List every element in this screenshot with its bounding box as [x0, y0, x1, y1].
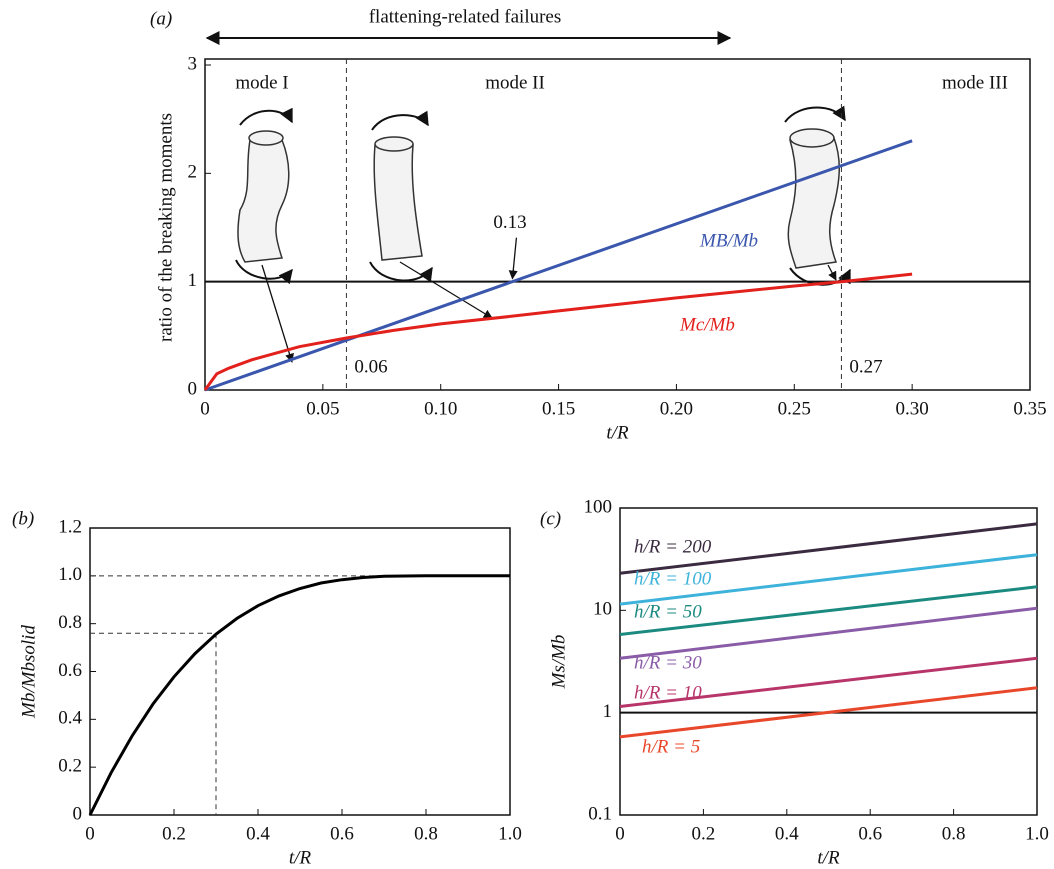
x-tick-label: 0.6: [858, 823, 882, 844]
series-label: h/R = 5: [642, 736, 700, 757]
panel-label: (b): [12, 508, 34, 529]
y-tick-label: 1: [188, 270, 198, 291]
series-label: h/R = 50: [634, 601, 702, 622]
panel-label: (c): [540, 508, 561, 529]
x-axis-label: t/R: [289, 847, 312, 868]
x-tick-label: 0.25: [778, 398, 811, 419]
series-label: h/R = 200: [634, 536, 712, 557]
y-axis-label: Ms/Mb: [548, 635, 569, 690]
boundary-label: 0.06: [354, 356, 387, 377]
y-axis-label: Mb/Mbsolid: [18, 625, 39, 719]
x-tick-label: 0.8: [414, 823, 438, 844]
x-tick-label: 0.8: [942, 823, 966, 844]
x-tick-label: 1.0: [498, 823, 522, 844]
x-tick-label: 0.10: [424, 398, 457, 419]
x-tick-label: 0: [615, 823, 625, 844]
series-label: h/R = 10: [634, 682, 702, 703]
y-tick-label: 1.2: [58, 516, 82, 537]
annotation: flattening-related failures: [369, 6, 562, 27]
x-tick-label: 1.0: [1025, 823, 1049, 844]
y-tick-label: 2: [188, 162, 198, 183]
x-tick-label: 0.15: [542, 398, 575, 419]
y-tick-label: 0.4: [58, 708, 82, 729]
crossing-label: 0.13: [493, 212, 526, 233]
series-label: Mc/Mb: [679, 314, 735, 335]
y-tick-label: 1: [603, 701, 613, 722]
series-label: h/R = 100: [634, 568, 712, 589]
series-line: [619, 606, 1038, 660]
x-tick-label: 0.4: [246, 823, 270, 844]
series-line: [619, 553, 1038, 606]
y-tick-label: 10: [593, 599, 612, 620]
series-label: h/R = 30: [634, 652, 702, 673]
y-tick-label: 0.2: [58, 756, 82, 777]
plot-frame: [619, 507, 1038, 816]
x-tick-label: 0: [85, 823, 95, 844]
series-line: [88, 574, 510, 816]
y-tick-label: 0: [188, 378, 198, 399]
series-line: [204, 139, 913, 392]
y-tick-label: 100: [584, 496, 613, 517]
series-line: [619, 686, 1038, 739]
series-line: [619, 522, 1038, 575]
x-axis-label: t/R: [606, 422, 629, 443]
x-tick-label: 0.6: [330, 823, 354, 844]
x-tick-label: 0.20: [660, 398, 693, 419]
series-line: [619, 585, 1038, 636]
plot-frame: [89, 527, 511, 816]
x-tick-label: 0.05: [306, 398, 339, 419]
x-tick-label: 0.2: [162, 823, 186, 844]
series-line: [203, 272, 913, 391]
annotation: mode I: [235, 72, 288, 93]
series-label: MB/Mb: [699, 230, 758, 251]
y-tick-label: 0.1: [588, 803, 612, 824]
y-axis-label: ratio of the breaking moments: [155, 113, 176, 342]
plot-frame: [204, 58, 1031, 391]
y-tick-label: 0.8: [58, 612, 82, 633]
y-tick-label: 0.6: [58, 660, 82, 681]
x-tick-label: 0: [200, 398, 210, 419]
y-tick-label: 0: [73, 803, 83, 824]
x-tick-label: 0.2: [692, 823, 716, 844]
x-tick-label: 0.35: [1013, 398, 1046, 419]
x-tick-label: 0.4: [775, 823, 799, 844]
x-axis-label: t/R: [817, 847, 840, 868]
y-tick-label: 3: [188, 53, 198, 74]
panel-label: (a): [150, 8, 172, 29]
crossing-pointer: [508, 237, 518, 280]
boundary-label: 0.27: [849, 356, 882, 377]
x-tick-label: 0.30: [896, 398, 929, 419]
series-line: [619, 656, 1038, 708]
annotation: mode II: [485, 72, 545, 93]
annotation: mode III: [942, 72, 1008, 93]
y-tick-label: 1.0: [58, 564, 82, 585]
